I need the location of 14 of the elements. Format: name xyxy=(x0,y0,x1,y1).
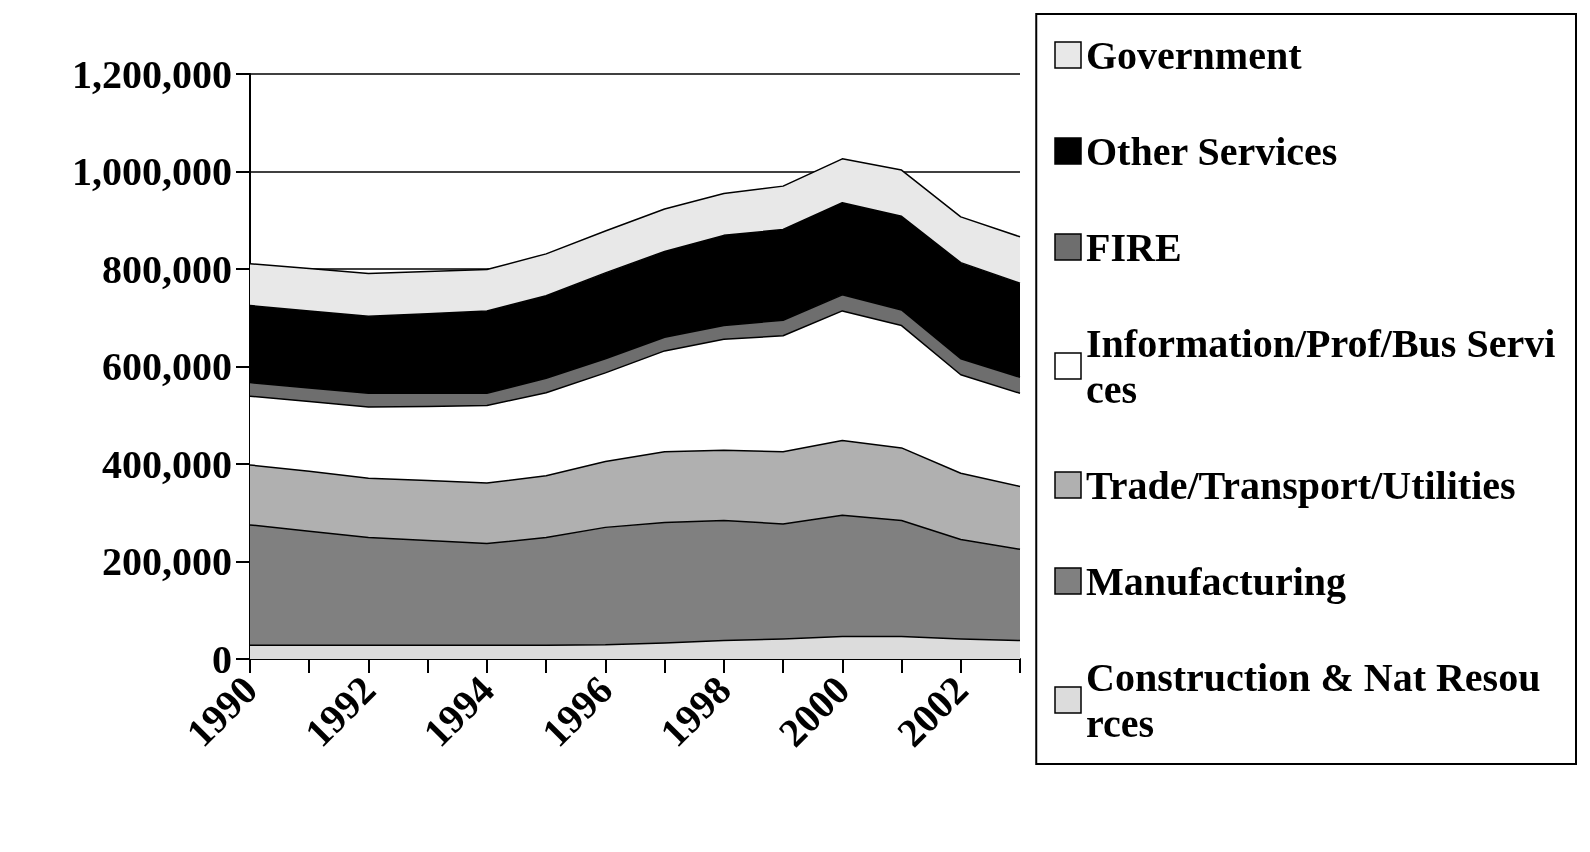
y-tick-label: 800,000 xyxy=(102,246,232,292)
legend-label: Other Services xyxy=(1086,128,1338,174)
legend-label: Trade/Transport/Utilities xyxy=(1086,462,1516,508)
y-tick-label: 400,000 xyxy=(102,441,232,487)
legend-label: Government xyxy=(1086,32,1303,78)
legend-label: Construction & Nat Resources xyxy=(1086,654,1541,746)
y-tick-label: 600,000 xyxy=(102,344,232,389)
y-tick-label: 200,000 xyxy=(102,539,232,584)
y-tick-label: 1,000,000 xyxy=(72,149,232,194)
legend-label: Information/Prof/Bus Services xyxy=(1086,320,1556,412)
y-tick-label: 1,200,000 xyxy=(72,51,232,97)
y-tick-label: 0 xyxy=(212,636,232,682)
legend-label: FIRE xyxy=(1086,224,1182,270)
legend-label: Manufacturing xyxy=(1086,558,1346,604)
